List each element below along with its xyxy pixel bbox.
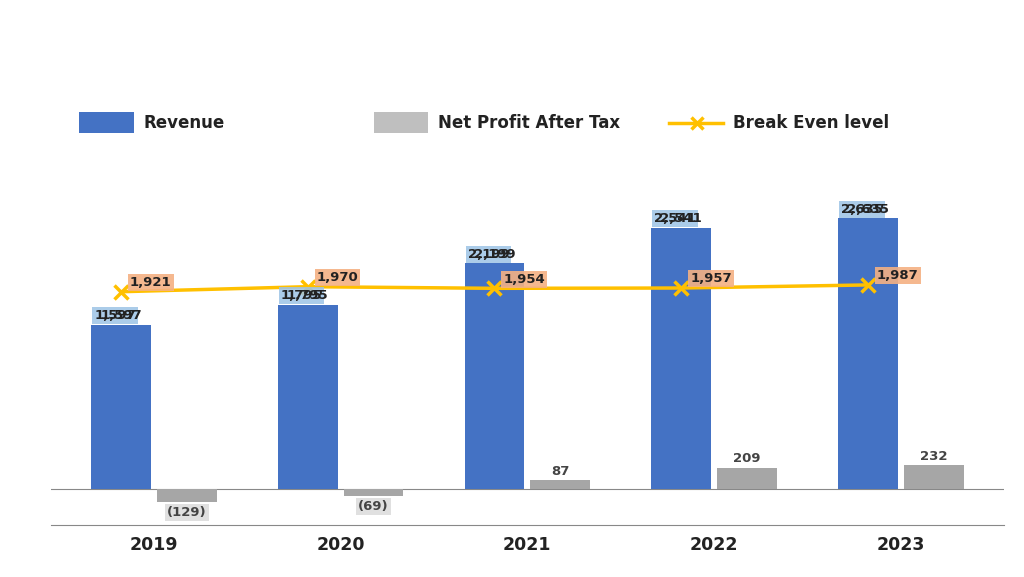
Text: 209: 209: [733, 452, 761, 465]
Bar: [465, 263, 524, 489]
Text: 1,597: 1,597: [94, 309, 136, 323]
Bar: [278, 305, 338, 489]
Bar: [91, 325, 151, 489]
FancyBboxPatch shape: [375, 112, 428, 133]
Text: 1,795: 1,795: [281, 289, 323, 302]
Text: Revenue: Revenue: [143, 114, 224, 132]
Text: 2,635: 2,635: [841, 203, 883, 216]
Text: 2,541: 2,541: [654, 212, 696, 226]
Bar: [838, 218, 898, 489]
Text: Break Even level: Break Even level: [733, 114, 889, 132]
Text: 2,199: 2,199: [468, 248, 509, 261]
Text: 2,199: 2,199: [474, 248, 515, 261]
Text: (69): (69): [358, 500, 389, 514]
Text: 232: 232: [920, 449, 947, 463]
Text: 1,970: 1,970: [316, 271, 358, 284]
Bar: [344, 489, 403, 496]
Text: 1,954: 1,954: [504, 273, 545, 286]
Text: 1,597: 1,597: [100, 309, 142, 323]
Text: Net Profit After Tax: Net Profit After Tax: [438, 114, 621, 132]
Bar: [717, 467, 777, 489]
Bar: [651, 228, 711, 489]
Text: 2,541: 2,541: [660, 212, 702, 226]
Text: (129): (129): [167, 507, 207, 519]
Text: 1,987: 1,987: [877, 269, 919, 282]
Text: 2,635: 2,635: [847, 203, 889, 216]
Text: Break Even Chart ($'000): Break Even Chart ($'000): [345, 59, 679, 83]
Text: 1,795: 1,795: [287, 289, 329, 302]
FancyBboxPatch shape: [80, 112, 133, 133]
Bar: [157, 489, 217, 503]
Text: 1,921: 1,921: [130, 276, 172, 289]
Bar: [530, 480, 590, 489]
Text: 1,957: 1,957: [690, 272, 732, 286]
Bar: [904, 465, 964, 489]
Text: 87: 87: [551, 464, 569, 478]
